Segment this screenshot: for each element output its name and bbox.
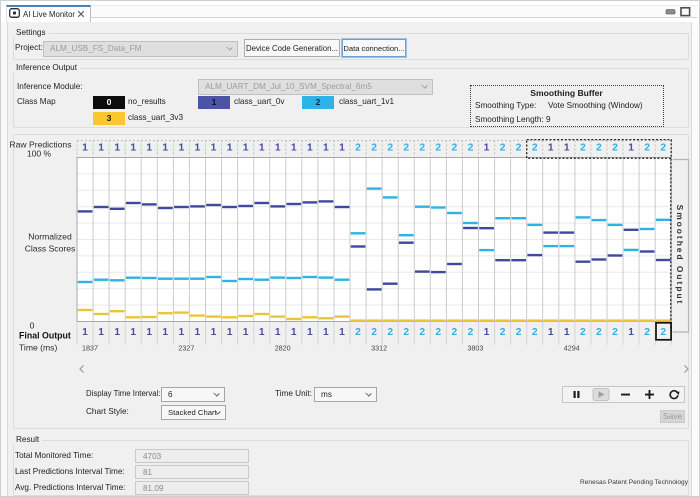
svg-text:1: 1	[628, 327, 634, 338]
svg-text:1: 1	[259, 143, 265, 154]
svg-text:1: 1	[162, 143, 168, 154]
svg-text:1: 1	[564, 327, 570, 338]
svg-text:1: 1	[339, 143, 345, 154]
svg-text:2: 2	[419, 327, 425, 338]
svg-text:1: 1	[211, 327, 217, 338]
svg-text:1: 1	[548, 327, 554, 338]
svg-text:1: 1	[243, 327, 249, 338]
svg-text:2: 2	[435, 327, 441, 338]
svg-text:1: 1	[323, 327, 329, 338]
svg-text:Smoothed Output: Smoothed Output	[675, 205, 685, 306]
svg-text:1: 1	[162, 327, 168, 338]
svg-text:2: 2	[644, 143, 650, 154]
svg-text:2: 2	[516, 327, 522, 338]
svg-text:1: 1	[227, 143, 233, 154]
svg-text:Final Output: Final Output	[19, 331, 71, 341]
svg-text:1837: 1837	[82, 344, 98, 353]
svg-text:1: 1	[564, 143, 570, 154]
svg-text:Normalized: Normalized	[28, 232, 72, 242]
svg-text:1: 1	[243, 143, 249, 154]
svg-text:2: 2	[580, 327, 586, 338]
svg-text:2: 2	[468, 143, 474, 154]
svg-text:1: 1	[307, 327, 313, 338]
svg-text:2: 2	[403, 143, 409, 154]
svg-text:1: 1	[484, 327, 490, 338]
svg-text:2: 2	[596, 327, 602, 338]
svg-text:1: 1	[227, 327, 233, 338]
svg-text:2: 2	[644, 327, 650, 338]
svg-text:2: 2	[532, 143, 538, 154]
svg-text:2: 2	[419, 143, 425, 154]
svg-text:1: 1	[484, 143, 490, 154]
svg-text:2: 2	[355, 327, 361, 338]
svg-text:3312: 3312	[371, 344, 387, 353]
svg-text:2: 2	[532, 327, 538, 338]
svg-text:1: 1	[259, 327, 265, 338]
svg-text:1: 1	[130, 327, 136, 338]
svg-text:2327: 2327	[178, 344, 194, 353]
svg-text:2: 2	[435, 143, 441, 154]
svg-text:2: 2	[452, 143, 458, 154]
svg-text:2: 2	[660, 143, 666, 154]
svg-text:2: 2	[660, 327, 666, 338]
svg-text:2: 2	[468, 327, 474, 338]
svg-text:1: 1	[275, 143, 281, 154]
svg-text:2: 2	[580, 143, 586, 154]
svg-text:2: 2	[516, 143, 522, 154]
svg-text:1: 1	[307, 143, 313, 154]
svg-text:2: 2	[612, 143, 618, 154]
svg-text:1: 1	[323, 143, 329, 154]
svg-text:1: 1	[179, 143, 185, 154]
svg-text:2: 2	[612, 327, 618, 338]
svg-text:1: 1	[195, 143, 201, 154]
svg-text:1: 1	[114, 327, 120, 338]
svg-text:Time (ms): Time (ms)	[19, 343, 57, 353]
svg-text:2820: 2820	[275, 344, 291, 353]
svg-text:1: 1	[291, 143, 297, 154]
svg-text:2: 2	[452, 327, 458, 338]
svg-text:3803: 3803	[467, 344, 483, 353]
svg-text:2: 2	[355, 143, 361, 154]
svg-text:1: 1	[130, 143, 136, 154]
svg-text:2: 2	[500, 143, 506, 154]
svg-text:1: 1	[82, 143, 88, 154]
svg-text:1: 1	[146, 143, 152, 154]
svg-text:1: 1	[548, 143, 554, 154]
svg-text:2: 2	[387, 327, 393, 338]
svg-text:1: 1	[275, 327, 281, 338]
svg-text:0: 0	[30, 321, 35, 331]
svg-text:1: 1	[339, 327, 345, 338]
svg-text:100 %: 100 %	[27, 149, 52, 159]
svg-text:Class Scores: Class Scores	[25, 244, 76, 254]
svg-text:1: 1	[98, 143, 104, 154]
svg-text:1: 1	[195, 327, 201, 338]
svg-text:2: 2	[596, 143, 602, 154]
svg-text:1: 1	[211, 143, 217, 154]
svg-text:2: 2	[387, 143, 393, 154]
svg-text:1: 1	[82, 327, 88, 338]
svg-text:1: 1	[628, 143, 634, 154]
svg-text:2: 2	[371, 143, 377, 154]
svg-text:4294: 4294	[564, 344, 580, 353]
svg-text:1: 1	[291, 327, 297, 338]
svg-text:1: 1	[146, 327, 152, 338]
svg-text:1: 1	[179, 327, 185, 338]
svg-text:1: 1	[114, 143, 120, 154]
svg-text:2: 2	[500, 327, 506, 338]
svg-text:Raw Predictions: Raw Predictions	[9, 140, 71, 150]
svg-text:1: 1	[98, 327, 104, 338]
svg-text:2: 2	[371, 327, 377, 338]
svg-text:2: 2	[403, 327, 409, 338]
